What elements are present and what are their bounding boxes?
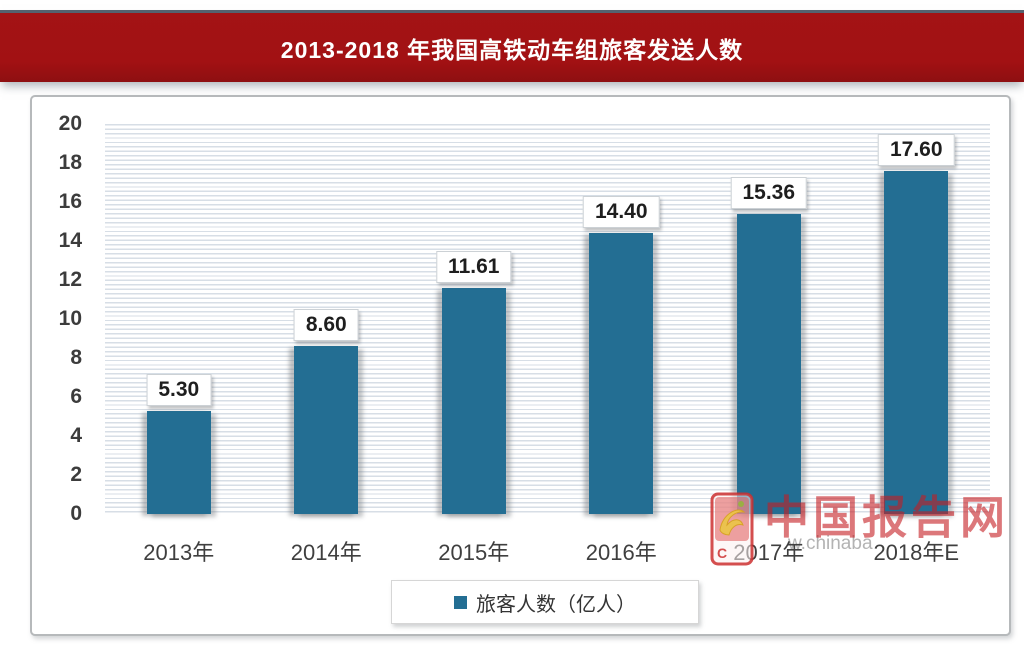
- bar-2015年: [441, 287, 506, 514]
- bar-2013年: [146, 410, 211, 514]
- value-label: 17.60: [877, 133, 955, 166]
- value-label: 14.40: [582, 196, 660, 229]
- watermark-url: w.chinaba: [788, 533, 873, 554]
- bar-slot: 8.60: [253, 124, 401, 514]
- title-banner: 2013-2018 年我国高铁动车组旅客发送人数: [0, 10, 1024, 82]
- y-axis: 20 18 16 14 12 10 8 6 4 2 0: [32, 112, 96, 525]
- bar-slot: 15.36: [695, 124, 843, 514]
- y-tick-label: 10: [58, 307, 82, 330]
- x-axis-label: 2018年E: [873, 540, 960, 565]
- bar-2017年: [736, 214, 801, 514]
- y-tick-label: 0: [70, 502, 82, 525]
- x-axis-label: 2013年: [143, 540, 215, 565]
- bar-slot: 5.30: [105, 124, 253, 514]
- y-tick-label: 18: [58, 151, 82, 174]
- chart-card: 20 18 16 14 12 10 8 6 4 2 0 5.30 8.60 11.61 14.40 15.3…: [30, 95, 1011, 636]
- y-tick-label: 2: [70, 463, 82, 486]
- bar-2014年: [294, 346, 359, 514]
- x-axis-label: 2016年: [585, 540, 657, 565]
- value-label: 8.60: [293, 309, 359, 342]
- chart-title: 2013-2018 年我国高铁动车组旅客发送人数: [280, 36, 744, 63]
- bar-slot: 14.40: [548, 124, 696, 514]
- value-label: 11.61: [436, 250, 512, 283]
- bar-slot: 11.61: [400, 124, 548, 514]
- x-axis-label: 2017年: [733, 540, 805, 565]
- y-tick-label: 8: [70, 346, 82, 369]
- bar-slot: 17.60: [843, 124, 991, 514]
- value-label: 15.36: [730, 177, 808, 210]
- y-tick-label: 12: [58, 268, 82, 291]
- plot-area: 5.30 8.60 11.61 14.40 15.36 17.60: [105, 124, 990, 514]
- legend-label: 旅客人数（亿人）: [476, 593, 636, 616]
- bar-2016年: [589, 233, 654, 514]
- y-tick-label: 4: [70, 424, 82, 447]
- y-tick-label: 14: [58, 229, 82, 252]
- y-tick-label: 16: [58, 190, 82, 213]
- bar-2018年E: [884, 170, 949, 514]
- x-axis-label: 2015年: [438, 540, 510, 565]
- legend: 旅客人数（亿人）: [391, 580, 699, 624]
- value-label: 5.30: [146, 373, 212, 406]
- legend-marker-icon: [454, 595, 467, 609]
- y-tick-label: 6: [70, 385, 82, 408]
- x-axis-label: 2014年: [290, 540, 362, 565]
- y-tick-label: 20: [58, 112, 82, 135]
